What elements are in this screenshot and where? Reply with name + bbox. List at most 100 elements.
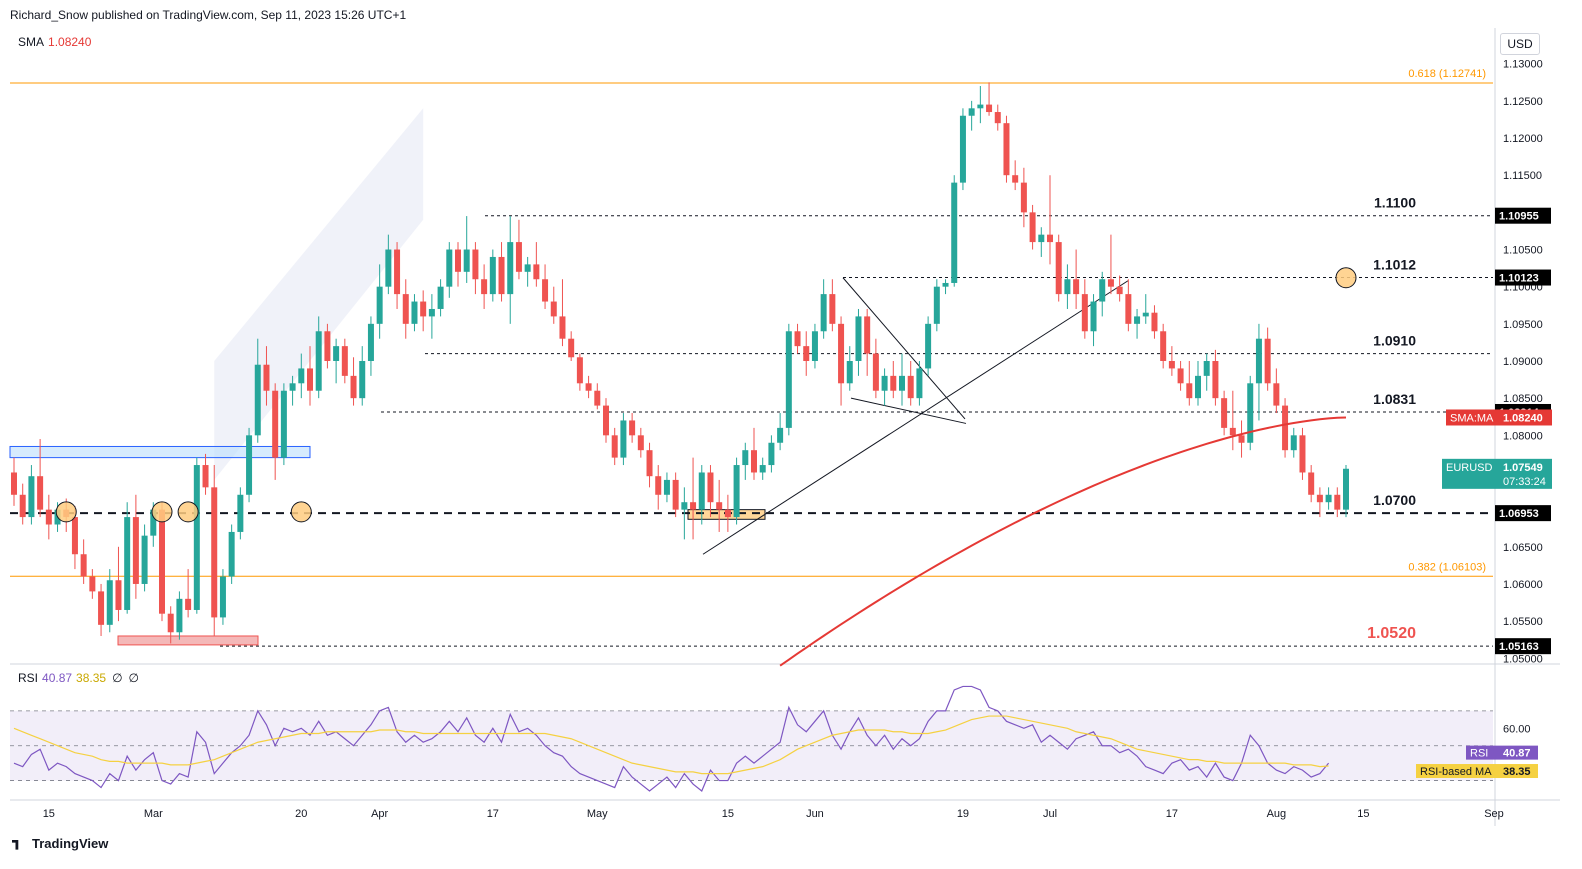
candle-body: [481, 279, 488, 295]
candle-body: [11, 472, 17, 495]
candle-body: [350, 375, 357, 399]
touch-marker-icon: [290, 501, 312, 523]
candle-body: [376, 286, 383, 324]
x-axis-tick-label: 15: [1357, 808, 1369, 820]
level-price-tag-text: 1.10955: [1499, 211, 1539, 223]
candle-body: [402, 294, 409, 324]
candle-body: [690, 502, 697, 510]
y-axis-tick-label: 1.11500: [1503, 170, 1542, 182]
support-resistance-box: [9, 445, 311, 459]
sma-legend-name: SMA: [18, 35, 45, 49]
tradingview-logo-icon: [12, 839, 19, 850]
candle-body: [1047, 234, 1053, 243]
candle-body: [672, 479, 679, 510]
candle-body: [124, 517, 131, 610]
candle-body: [1299, 435, 1306, 473]
candle-body: [611, 435, 618, 458]
y-axis-tick-label: 1.08500: [1503, 393, 1543, 405]
rsi-extra-2: ∅: [128, 671, 139, 685]
rsi-axis-tick-label: 60.00: [1503, 723, 1531, 735]
rsi-legend: RSI 40.87 38.35 ∅ ∅: [18, 671, 139, 685]
candle-body: [977, 104, 984, 109]
rsi-tag-value: 40.87: [1503, 748, 1531, 760]
candle-body: [994, 112, 1001, 124]
candle-body: [463, 249, 470, 272]
candle-body: [411, 301, 418, 324]
symbol-tag-text: EURUSD: [1446, 462, 1493, 474]
sma-tag-value: 1.08240: [1503, 412, 1543, 424]
candle-body: [420, 301, 427, 317]
candle-body: [1247, 383, 1254, 443]
level-label: 1.0831: [1373, 391, 1416, 407]
candle-body: [533, 264, 540, 280]
candle-body: [37, 476, 44, 510]
candle-body: [333, 346, 340, 361]
candle-body: [855, 316, 862, 361]
candle-body: [489, 256, 496, 295]
candle-body: [1107, 279, 1114, 287]
currency-button[interactable]: USD: [1500, 33, 1540, 55]
candle-body: [167, 613, 174, 633]
candle-body: [228, 531, 235, 577]
candle-body: [1316, 494, 1323, 503]
last-price-tag: [1442, 458, 1552, 489]
candle-body: [1099, 279, 1106, 302]
x-axis-tick-label: Sep: [1484, 808, 1504, 820]
y-axis-tick-label: 1.13000: [1503, 59, 1543, 71]
candle-body: [1038, 234, 1045, 243]
level-label: 1.1012: [1373, 257, 1416, 273]
candle-body: [524, 264, 531, 272]
y-axis-tick-label: 1.06500: [1503, 542, 1543, 554]
candle-body: [1090, 301, 1097, 332]
candle-body: [359, 361, 366, 399]
level-price-tag: [1495, 638, 1551, 655]
candle-body: [794, 331, 801, 347]
x-axis-tick-label: 17: [487, 808, 499, 820]
candle-body: [759, 465, 766, 473]
candle-body: [254, 364, 261, 436]
x-axis-tick-label: 19: [957, 808, 969, 820]
candle-body: [1212, 361, 1219, 399]
candle-body: [576, 357, 583, 384]
candle-body: [1134, 316, 1141, 324]
candle-body: [298, 368, 305, 384]
level-label: 1.0520: [1367, 625, 1416, 642]
candle-body: [1064, 279, 1071, 295]
sma-legend: SMA 1.08240: [18, 35, 91, 49]
sma-legend-value: 1.08240: [48, 35, 92, 49]
candle-body: [71, 517, 78, 555]
x-axis-tick-label: May: [587, 808, 608, 820]
candle-body: [367, 323, 374, 361]
candle-body: [515, 242, 522, 272]
candle-body: [603, 405, 609, 436]
candle-body: [437, 286, 444, 309]
candle-body: [803, 346, 810, 361]
candle-body: [881, 375, 888, 391]
candle-body: [1325, 494, 1332, 503]
candle-body: [1081, 294, 1088, 332]
candle-body: [1029, 212, 1036, 243]
candle-body: [820, 294, 827, 332]
candle-body: [959, 115, 966, 183]
candle-body: [202, 465, 209, 488]
candle-body: [193, 465, 200, 610]
candle-body: [1142, 312, 1149, 317]
candle-body: [1151, 312, 1158, 332]
candle-body: [315, 331, 322, 391]
candle-body: [1273, 383, 1280, 406]
candle-body: [716, 502, 723, 510]
y-axis-tick-label: 1.09500: [1503, 319, 1543, 331]
sma-line: [779, 416, 1347, 667]
rsi-ma-legend-value: 38.35: [76, 671, 107, 685]
tradingview-logo[interactable]: TradingView: [12, 836, 108, 851]
x-axis-tick-label: Jun: [806, 808, 824, 820]
candle-body: [132, 517, 139, 584]
rsi-tag: [1466, 745, 1538, 760]
candle-body: [324, 331, 331, 361]
candle-body: [568, 338, 575, 358]
candle-body: [899, 375, 905, 391]
candle-body: [115, 580, 122, 610]
level-price-tag-text: 1.06953: [1499, 508, 1539, 520]
fib-label: 0.618 (1.12741): [1408, 68, 1486, 80]
